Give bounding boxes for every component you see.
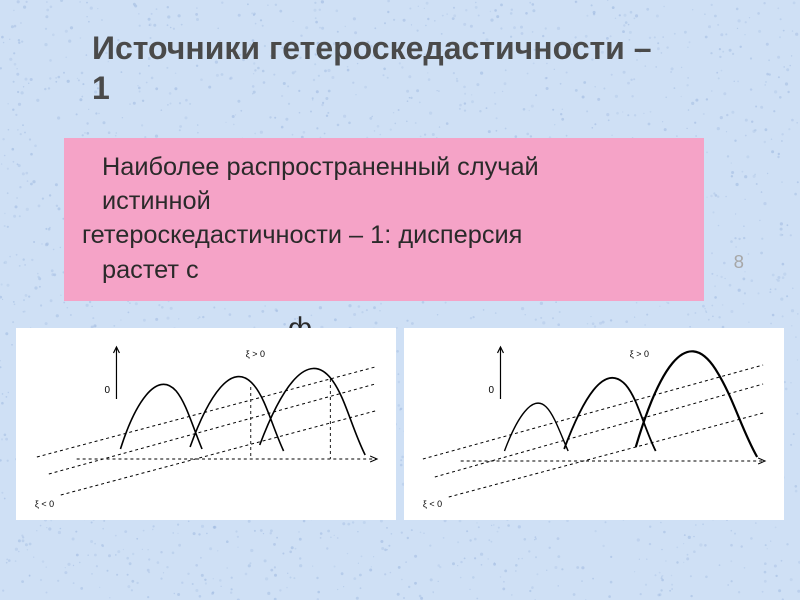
diagram-left: ξ > 0 0 ξ < 0: [16, 328, 396, 520]
svg-text:ξ > 0: ξ > 0: [246, 349, 265, 359]
slide-title: Источники гетероскедастичности – 1: [0, 0, 652, 108]
slide-content: Источники гетероскедастичности – 1 Наибо…: [0, 0, 800, 301]
svg-text:ξ > 0: ξ > 0: [630, 349, 649, 359]
page-number: 8: [734, 251, 744, 273]
body-line-1: Наиболее распространенный случай: [82, 150, 686, 184]
body-line-3: гетероскедастичности – 1: дисперсия: [82, 218, 686, 252]
body-line-4: растет с: [82, 253, 686, 287]
svg-text:0: 0: [489, 385, 495, 396]
svg-text:ξ < 0: ξ < 0: [423, 499, 442, 509]
svg-text:0: 0: [105, 385, 111, 396]
slide: Источники гетероскедастичности – 1 Наибо…: [0, 0, 800, 600]
body-line-2: истинной: [82, 184, 686, 218]
diagram-right: ξ > 0 0 ξ < 0: [404, 328, 784, 520]
body-text-box: Наиболее распространенный случай истинно…: [64, 138, 704, 301]
svg-text:ξ < 0: ξ < 0: [35, 499, 54, 509]
diagram-row: ξ > 0 0 ξ < 0 ξ > 0 0 ξ < 0: [16, 328, 784, 520]
